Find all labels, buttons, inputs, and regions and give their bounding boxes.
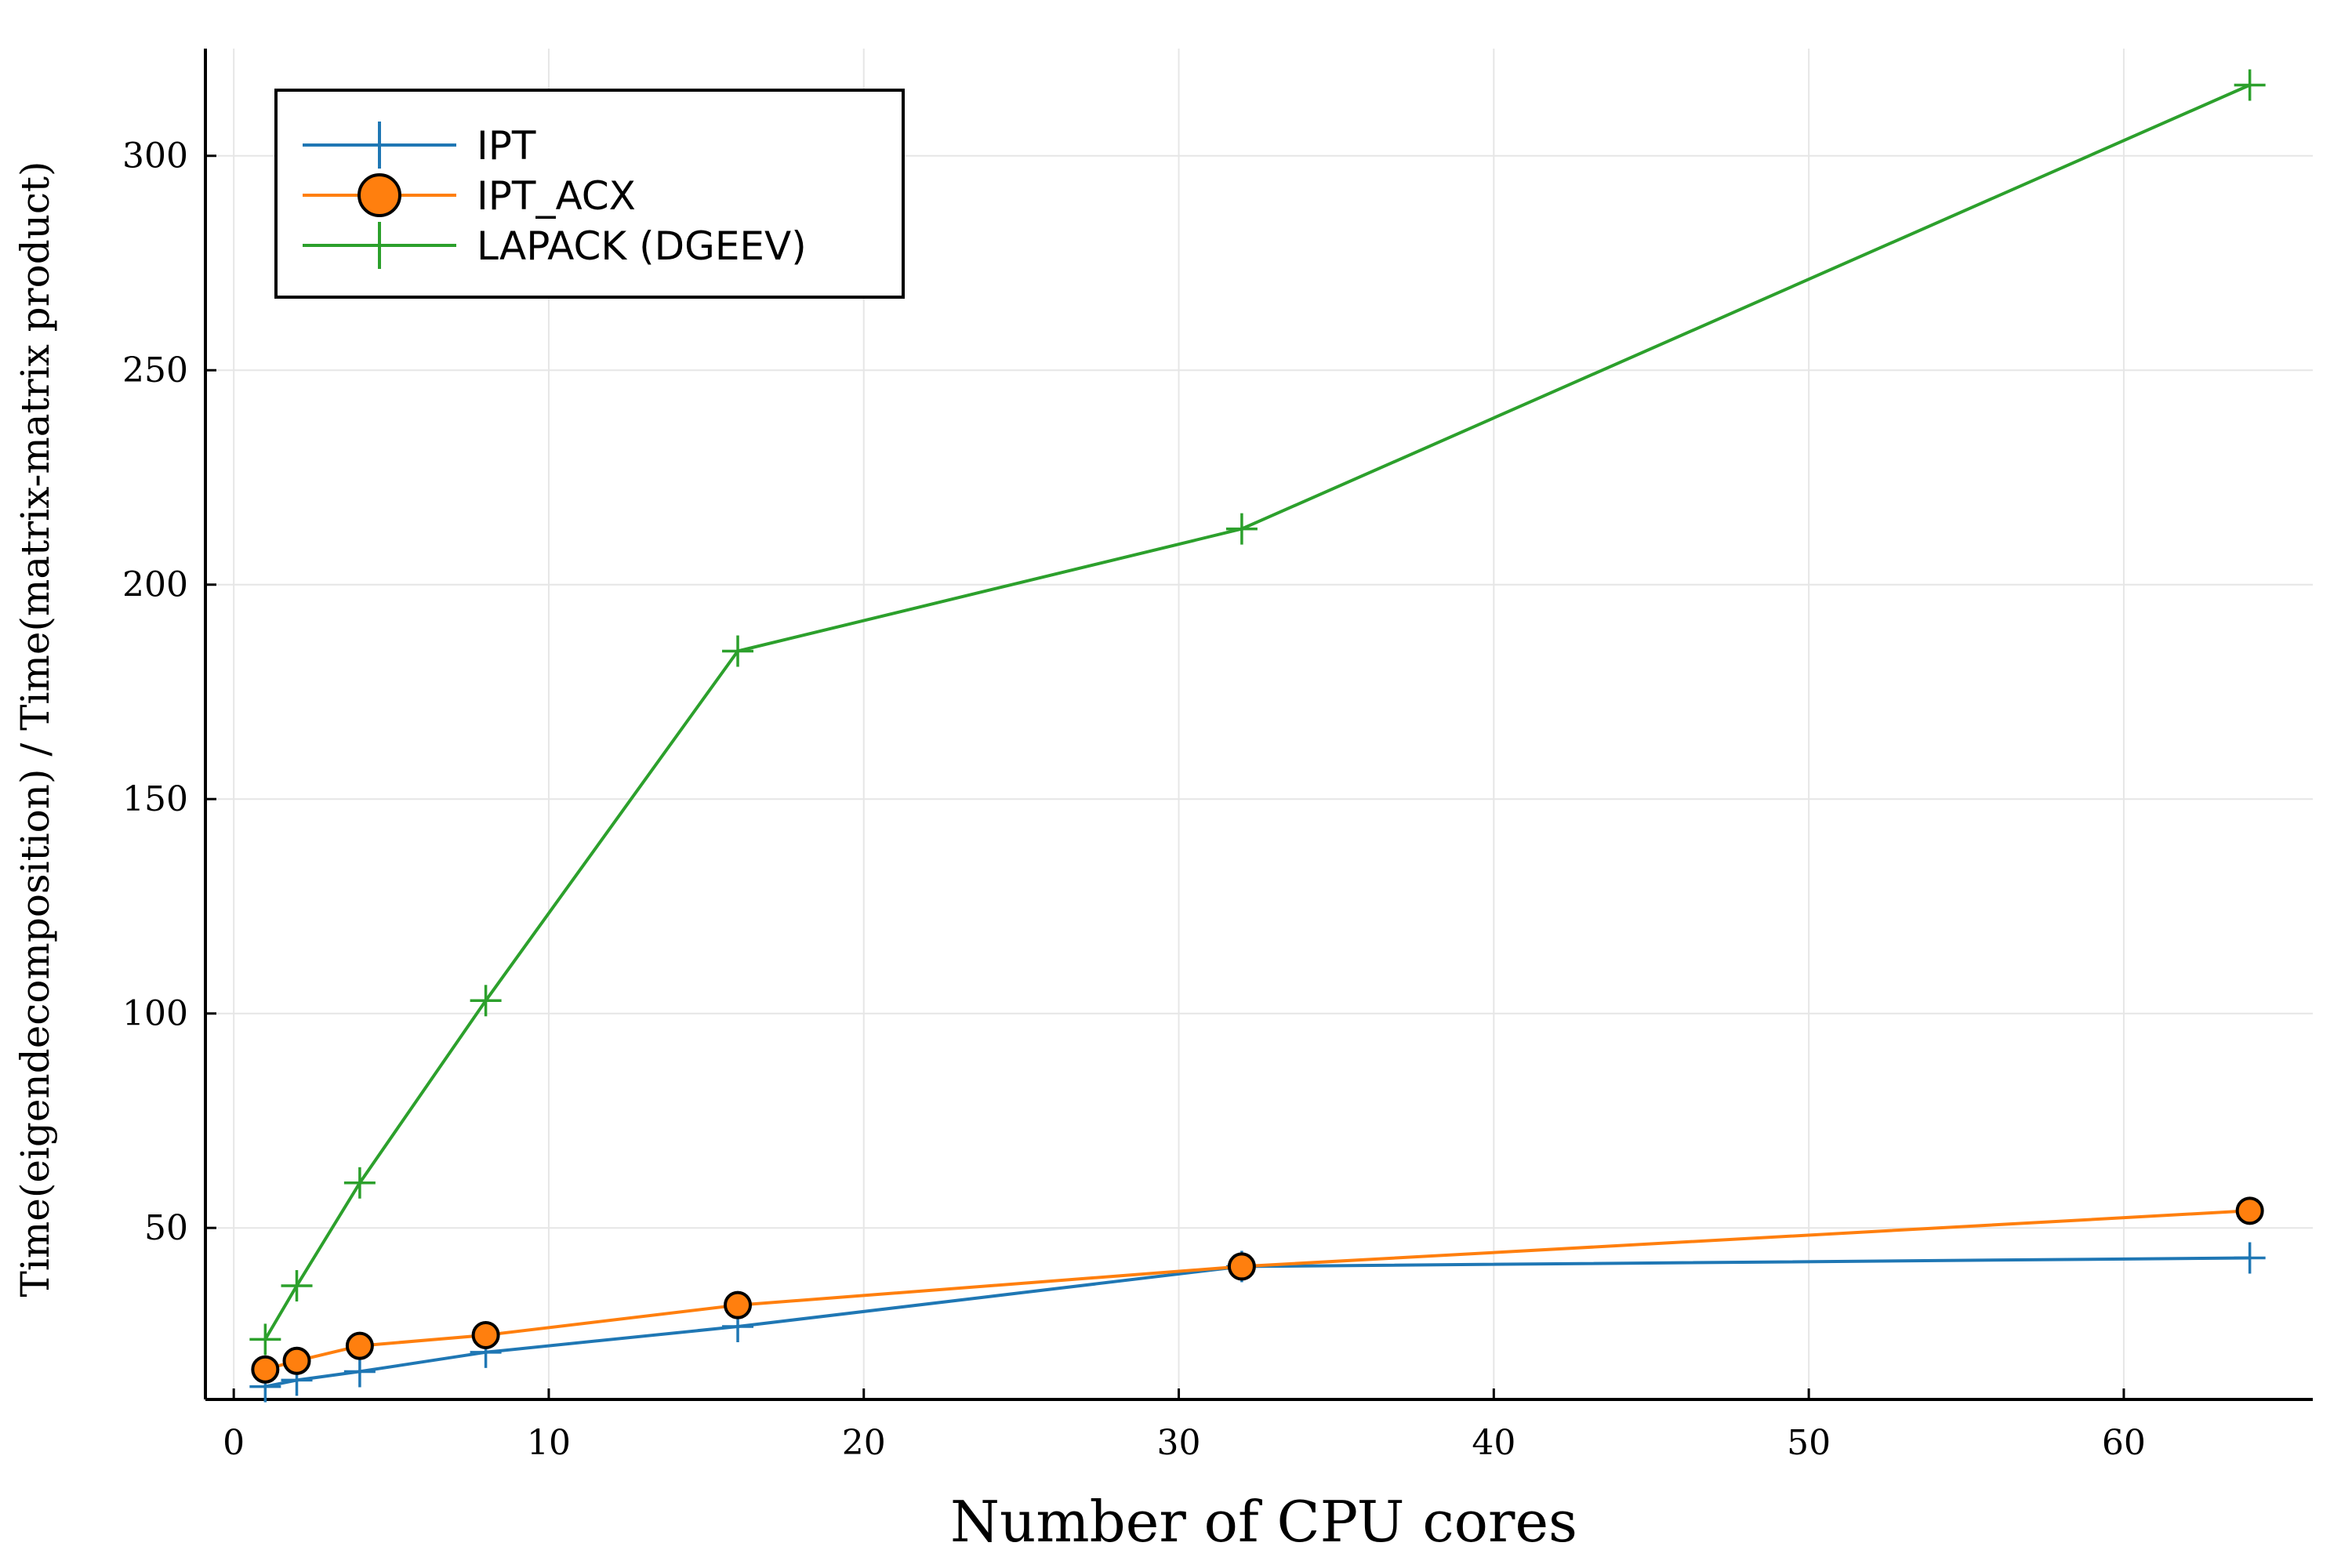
- y-tick-label: 200: [122, 565, 188, 605]
- legend-entry: IPT_ACX: [303, 173, 636, 219]
- legend-marker: [356, 222, 403, 269]
- x-tick-label: 60: [2102, 1423, 2146, 1463]
- x-tick-label: 50: [1787, 1423, 1831, 1463]
- x-tick-label: 0: [223, 1423, 245, 1463]
- data-point: [343, 1356, 376, 1388]
- data-point: [471, 1320, 500, 1349]
- y-tick-label: 300: [122, 136, 188, 176]
- x-tick-label: 10: [527, 1423, 571, 1463]
- data-point: [343, 1167, 376, 1199]
- legend-label: LAPACK (DGEEV): [477, 223, 807, 269]
- data-point: [722, 635, 754, 667]
- y-tick-label: 50: [144, 1208, 188, 1248]
- legend-entry: LAPACK (DGEEV): [303, 222, 807, 269]
- x-tick-label: 40: [1472, 1423, 1515, 1463]
- data-point: [2234, 1242, 2266, 1274]
- legend-entry: IPT: [303, 122, 536, 169]
- data-point: [470, 985, 502, 1017]
- data-point: [251, 1355, 280, 1384]
- data-point: [282, 1346, 311, 1375]
- data-point: [2235, 1196, 2264, 1225]
- y-axis-label: Time(eigendecomposition) / Time(matrix-m…: [13, 161, 58, 1297]
- data-point: [249, 1323, 281, 1356]
- series-layer: [249, 69, 2266, 1403]
- data-point: [345, 1331, 374, 1360]
- series-1: [251, 1196, 2264, 1384]
- data-point: [724, 1290, 753, 1319]
- y-tick-label: 150: [122, 779, 188, 819]
- data-point: [1225, 513, 1258, 545]
- data-point: [1227, 1252, 1256, 1281]
- axes: [204, 49, 2313, 1401]
- legend-marker: [356, 122, 403, 169]
- legend-marker: [358, 173, 401, 217]
- series-2: [249, 69, 2266, 1356]
- y-tick-label: 250: [122, 350, 188, 390]
- x-tick-label: 30: [1157, 1423, 1201, 1463]
- legend-label: IPT: [477, 123, 536, 169]
- x-ticks: 0 10 20 30 40 50 60: [223, 1388, 2146, 1463]
- x-axis-label: Number of CPU cores: [950, 1489, 1577, 1555]
- y-tick-label: 100: [122, 994, 188, 1034]
- data-point: [2234, 69, 2266, 101]
- x-tick-label: 20: [842, 1423, 886, 1463]
- y-ticks: 50 100 150 200 250 300: [122, 136, 216, 1248]
- data-point: [281, 1270, 313, 1302]
- legend-label: IPT_ACX: [477, 173, 636, 219]
